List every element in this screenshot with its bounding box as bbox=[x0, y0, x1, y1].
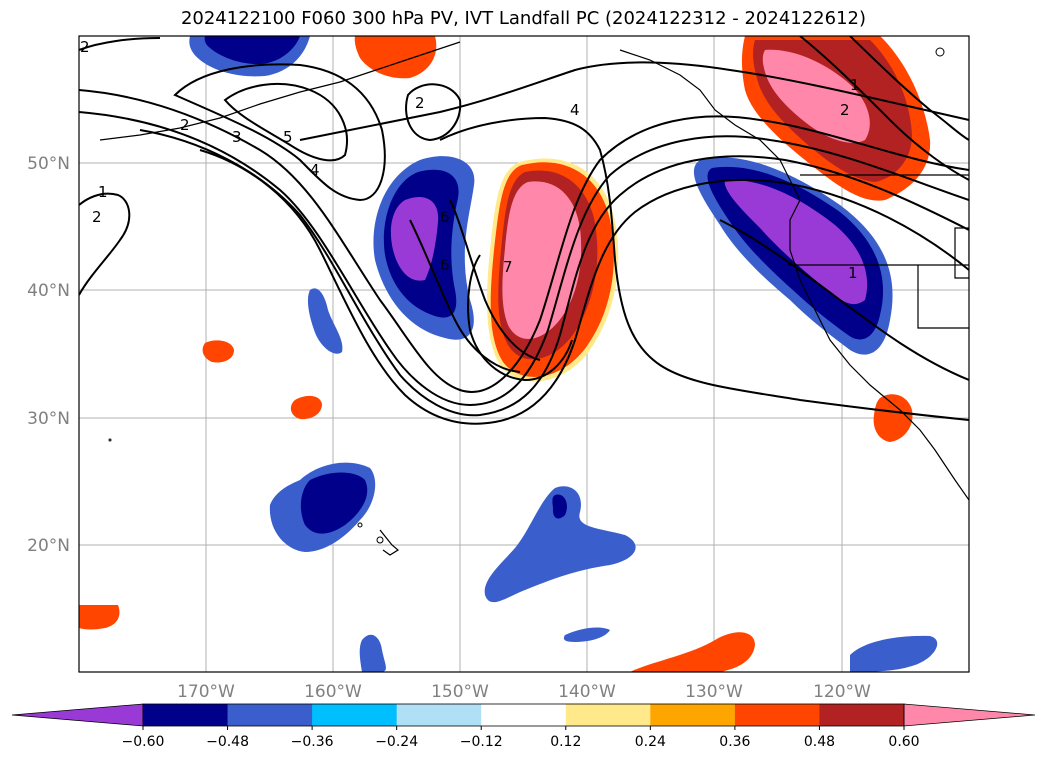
colorbar-extend-left bbox=[11, 703, 144, 727]
colorbar-tick-label: −0.36 bbox=[291, 734, 334, 750]
contour-label: 6 bbox=[440, 208, 450, 226]
contour-label: 4 bbox=[570, 101, 580, 119]
colorbar-tick-label: 0.12 bbox=[550, 734, 581, 750]
contour-label: 2 bbox=[92, 208, 102, 226]
contour-label: 2 bbox=[840, 101, 850, 119]
positive-anomaly-small-2 bbox=[290, 395, 322, 420]
lon-label-140w: 140°W bbox=[558, 682, 616, 702]
contour-label: 3 bbox=[232, 128, 242, 146]
lon-label-150w: 150°W bbox=[431, 682, 489, 702]
positive-anomaly-northeast bbox=[741, 36, 931, 201]
contour-label: 2 bbox=[180, 116, 190, 134]
colorbar-tick-label: −0.48 bbox=[206, 734, 249, 750]
pv-contours bbox=[79, 36, 969, 425]
contour-labels: 2 2 3 5 4 2 4 1 2 6 6 7 1 2 1 bbox=[80, 38, 860, 282]
contour-label: 2 bbox=[80, 38, 90, 56]
contour-label: 1 bbox=[848, 264, 858, 282]
map-frame bbox=[78, 35, 970, 673]
colorbar-segment bbox=[734, 704, 820, 726]
colorbar-extend-right bbox=[903, 703, 1036, 727]
positive-anomaly-top bbox=[354, 36, 437, 79]
contour-label: 5 bbox=[283, 128, 293, 146]
positive-anomaly-small-1 bbox=[202, 340, 234, 363]
colorbar-tick-label: 0.24 bbox=[635, 734, 666, 750]
colorbar-segment bbox=[227, 704, 313, 726]
lon-label-120w: 120°W bbox=[813, 682, 871, 702]
colorbar-segment bbox=[819, 704, 905, 726]
colorbar-tick-label: 0.60 bbox=[888, 734, 919, 750]
lat-label-40n: 40°N bbox=[27, 281, 70, 301]
colorbar-tick-label: −0.24 bbox=[375, 734, 418, 750]
colorbar-segment bbox=[481, 704, 567, 726]
colorbar-outline bbox=[142, 703, 905, 727]
negative-anomaly-bottom-right bbox=[850, 635, 938, 672]
negative-anomaly-coastal bbox=[693, 157, 893, 355]
lon-label-160w: 160°W bbox=[304, 682, 362, 702]
lat-labels: 50°N 40°N 30°N 20°N bbox=[27, 154, 70, 556]
islands bbox=[108, 47, 945, 544]
positive-anomaly-california bbox=[873, 394, 913, 442]
negative-anomaly-subtropical-west bbox=[269, 462, 376, 552]
negative-anomaly-top-left bbox=[189, 36, 310, 77]
colorbar-segment bbox=[650, 704, 736, 726]
lat-label-20n: 20°N bbox=[27, 536, 70, 556]
lon-label-170w: 170°W bbox=[177, 682, 235, 702]
contour-label: 4 bbox=[310, 161, 320, 179]
lat-label-50n: 50°N bbox=[27, 154, 70, 174]
colorbar-segment bbox=[312, 704, 398, 726]
colorbar-segment bbox=[565, 704, 651, 726]
lon-labels: 170°W 160°W 150°W 140°W 130°W 120°W bbox=[177, 682, 871, 702]
contour-label: 1 bbox=[98, 183, 108, 201]
colorbar-tick-label: −0.12 bbox=[460, 734, 503, 750]
coastlines bbox=[99, 41, 969, 556]
contour-label: 6 bbox=[440, 256, 450, 274]
colorbar-tick-label: 0.48 bbox=[804, 734, 835, 750]
lon-label-130w: 130°W bbox=[685, 682, 743, 702]
map-title: 2024122100 F060 300 hPa PV, IVT Landfall… bbox=[180, 8, 867, 29]
colorbar: −0.60 −0.48 −0.36 −0.24 −0.12 0.12 0.24 0.36 0.4… bbox=[11, 703, 1036, 750]
contour-label: 2 bbox=[415, 94, 425, 112]
contour-label: 1 bbox=[850, 76, 860, 94]
colorbar-tick-label: −0.60 bbox=[122, 734, 165, 750]
negative-anomaly-small bbox=[307, 288, 343, 354]
negative-anomaly-bottom-mid bbox=[563, 627, 610, 642]
negative-anomaly-subtropical-east bbox=[484, 486, 636, 603]
negative-anomaly-bottom-left bbox=[359, 634, 386, 672]
contour-label: 7 bbox=[503, 258, 513, 276]
lat-label-30n: 30°N bbox=[27, 409, 70, 429]
positive-anomaly-left-edge bbox=[79, 605, 120, 630]
positive-anomaly-bottom bbox=[630, 632, 755, 672]
colorbar-segment bbox=[396, 704, 482, 726]
positive-anomaly-central bbox=[487, 158, 619, 382]
colorbar-segment bbox=[143, 704, 229, 726]
colorbar-tick-label: 0.36 bbox=[719, 734, 750, 750]
